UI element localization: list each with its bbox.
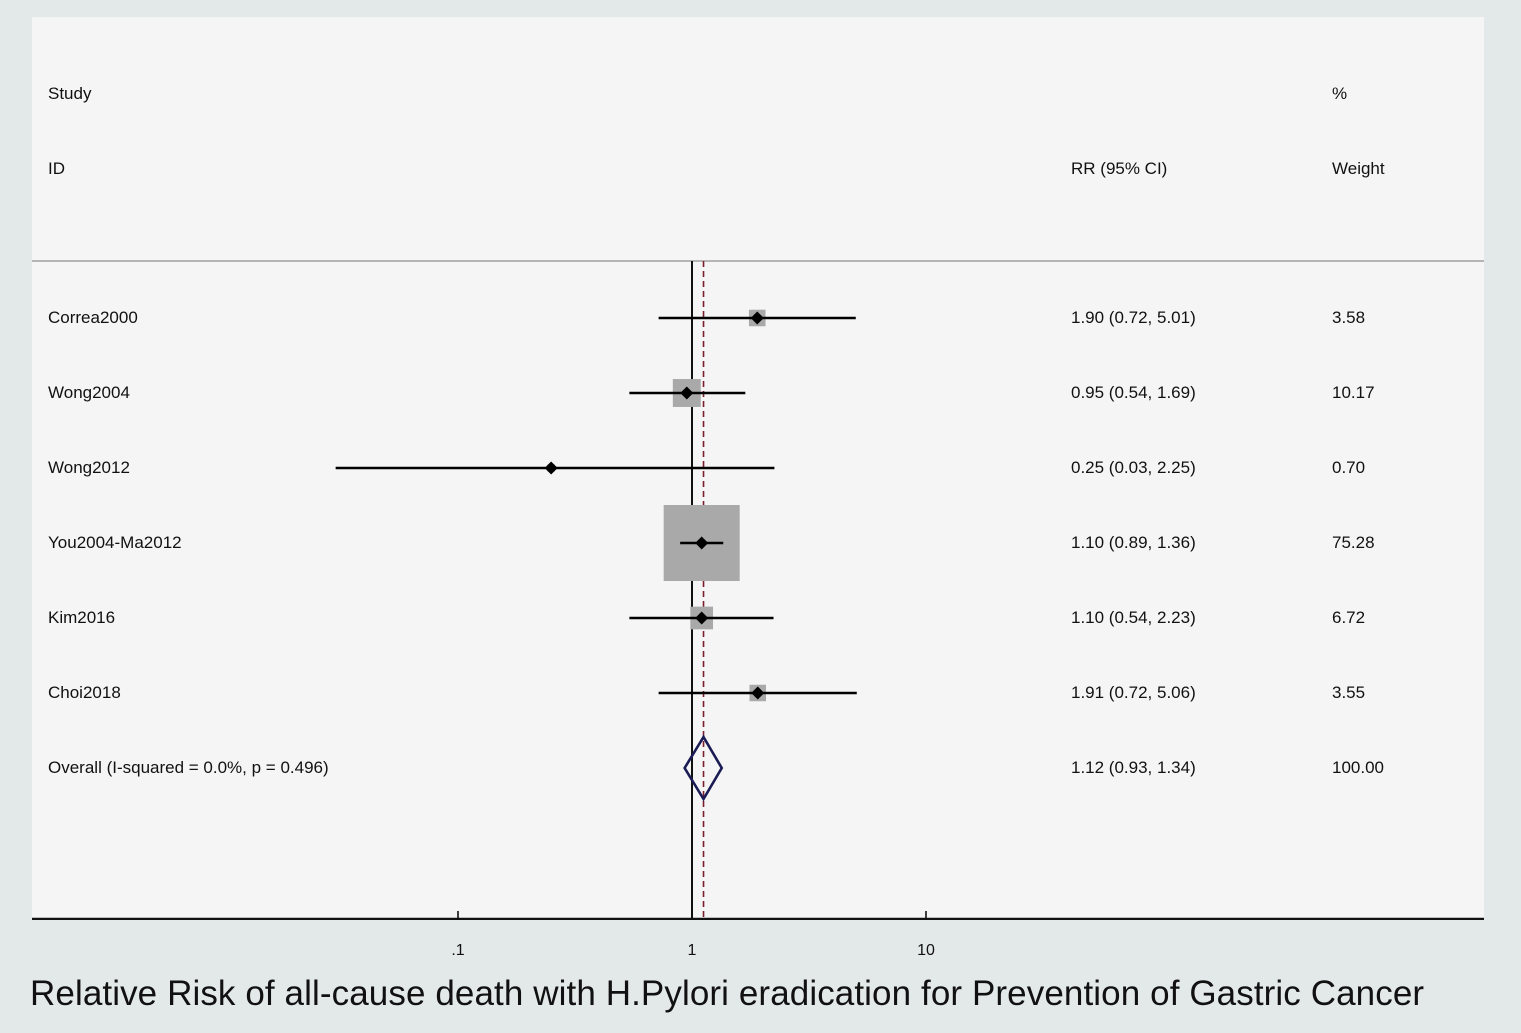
overall-label: Overall (I-squared = 0.0%, p = 0.496) xyxy=(48,758,329,777)
overall-weight: 100.00 xyxy=(1332,758,1384,777)
point-estimate-marker xyxy=(750,311,764,325)
study-weight: 3.55 xyxy=(1332,683,1366,702)
x-tick-label: .1 xyxy=(451,942,465,959)
header-percent: % xyxy=(1332,84,1348,103)
x-tick-label: 10 xyxy=(917,942,935,959)
overall-estimate: 1.12 (0.93, 1.34) xyxy=(1071,758,1196,777)
point-estimate-marker xyxy=(695,536,709,550)
study-weight: 6.72 xyxy=(1332,608,1366,627)
forest-plot-svg xyxy=(32,260,1484,920)
study-label: Wong2004 xyxy=(48,383,130,402)
study-weight: 75.28 xyxy=(1332,533,1375,552)
study-label: Choi2018 xyxy=(48,683,121,702)
header-id: ID xyxy=(48,159,65,178)
x-tick-label: 1 xyxy=(687,942,697,959)
study-label: Wong2012 xyxy=(48,458,130,477)
figure-caption: Relative Risk of all-cause death with H.… xyxy=(30,974,1425,1013)
study-estimate: 0.25 (0.03, 2.25) xyxy=(1071,458,1196,477)
header-weight: Weight xyxy=(1332,159,1385,178)
study-estimate: 1.10 (0.89, 1.36) xyxy=(1071,533,1196,552)
study-estimate: 1.10 (0.54, 2.23) xyxy=(1071,608,1196,627)
study-estimate: 0.95 (0.54, 1.69) xyxy=(1071,383,1196,402)
point-estimate-marker xyxy=(544,461,558,475)
point-estimate-marker xyxy=(751,686,765,700)
header-study: Study xyxy=(48,84,92,103)
study-weight: 0.70 xyxy=(1332,458,1366,477)
study-label: Correa2000 xyxy=(48,308,138,327)
study-label: You2004-Ma2012 xyxy=(48,533,182,552)
study-estimate: 1.90 (0.72, 5.01) xyxy=(1071,308,1196,327)
study-label: Kim2016 xyxy=(48,608,116,627)
overall-diamond xyxy=(683,734,724,802)
plot-panel: Study ID RR (95% CI) % Weight Correa2000… xyxy=(32,17,1484,959)
point-estimate-marker xyxy=(695,611,709,625)
study-estimate: 1.91 (0.72, 5.06) xyxy=(1071,683,1196,702)
header-estimate: RR (95% CI) xyxy=(1071,159,1168,178)
point-estimate-marker xyxy=(680,386,694,400)
study-weight: 3.58 xyxy=(1332,308,1366,327)
study-weight: 10.17 xyxy=(1332,383,1375,402)
